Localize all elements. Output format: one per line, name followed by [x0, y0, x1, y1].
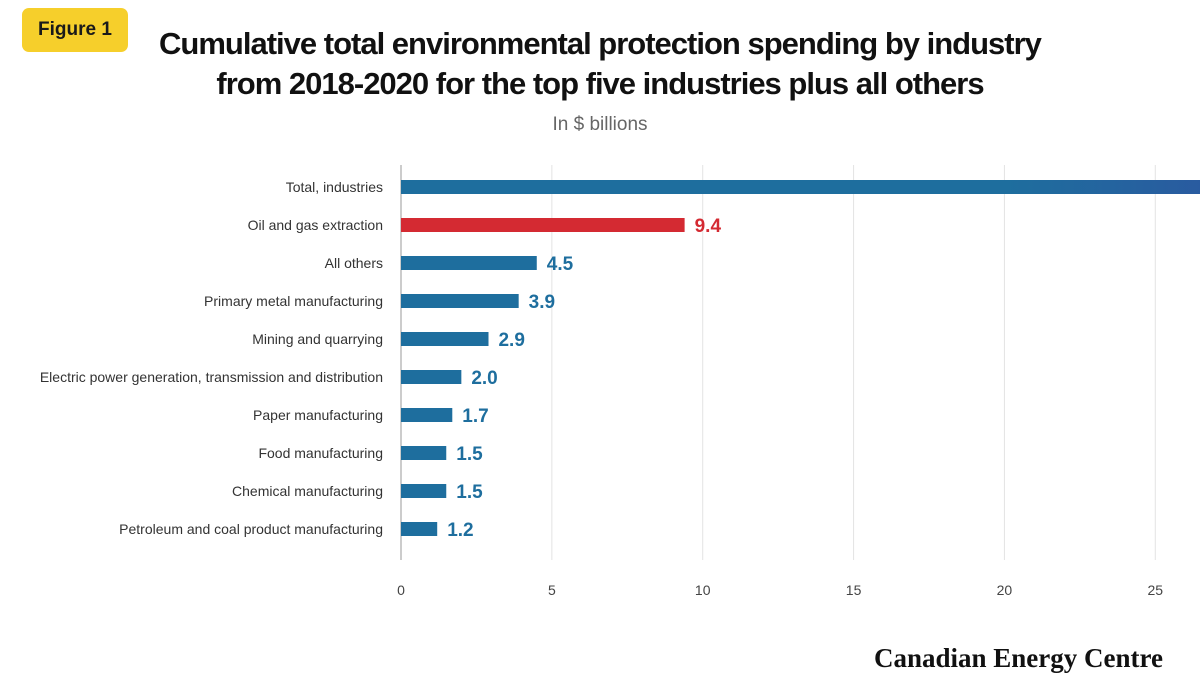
- figure-badge: Figure 1: [22, 8, 128, 52]
- x-tick-label-15: 15: [846, 582, 862, 598]
- brand-logo-text: Canadian Energy Centre: [873, 643, 1163, 673]
- data-label-5: 2.0: [471, 368, 497, 389]
- bar-7: [401, 446, 447, 460]
- x-tick-label-5: 5: [548, 582, 556, 598]
- category-label-3: Primary metal manufacturing: [204, 293, 383, 309]
- data-label-4: 2.9: [498, 330, 524, 351]
- data-label-7: 1.5: [456, 444, 483, 465]
- bars: [401, 180, 1200, 536]
- chart-title-line-2: from 2018-2020 for the top five industri…: [216, 66, 984, 101]
- category-label-4: Mining and quarrying: [252, 331, 383, 347]
- category-label-0: Total, industries: [286, 179, 383, 195]
- bar-2: [401, 256, 537, 270]
- chart-title: Cumulative total environmental protectio…: [140, 24, 1060, 104]
- data-label-9: 1.2: [447, 520, 473, 541]
- data-label-8: 1.5: [456, 482, 483, 503]
- bar-6: [401, 408, 453, 422]
- bar-5: [401, 370, 462, 384]
- bar-3: [401, 294, 519, 308]
- category-label-7: Food manufacturing: [258, 445, 383, 461]
- category-label-6: Paper manufacturing: [253, 407, 383, 423]
- data-labels: 28.69.44.53.92.92.01.71.51.51.2: [447, 216, 722, 541]
- x-tick-label-20: 20: [997, 582, 1013, 598]
- x-tick-label-10: 10: [695, 582, 711, 598]
- data-label-6: 1.7: [462, 406, 488, 427]
- data-label-2: 4.5: [547, 254, 574, 275]
- category-label-9: Petroleum and coal product manufacturing: [119, 521, 383, 537]
- category-label-8: Chemical manufacturing: [232, 483, 383, 499]
- bar-0: [401, 180, 1200, 194]
- bar-8: [401, 484, 447, 498]
- bar-1: [401, 218, 685, 232]
- category-label-5: Electric power generation, transmission …: [40, 369, 383, 385]
- data-label-1: 9.4: [695, 216, 722, 237]
- chart-subtitle: In $ billions: [552, 114, 648, 135]
- category-label-2: All others: [325, 255, 383, 271]
- x-tick-label-25: 25: [1147, 582, 1163, 598]
- data-label-3: 3.9: [529, 292, 555, 313]
- x-axis-ticks: 05101520253035: [397, 582, 1163, 598]
- bar-9: [401, 522, 438, 536]
- chart-title-line-1: Cumulative total environmental protectio…: [159, 26, 1042, 61]
- bar-4: [401, 332, 489, 346]
- x-tick-label-0: 0: [397, 582, 405, 598]
- category-labels: Total, industries Oil and gas extraction A…: [40, 179, 383, 537]
- figure-badge-label: Figure 1: [38, 19, 112, 40]
- category-label-1: Oil and gas extraction: [248, 217, 383, 233]
